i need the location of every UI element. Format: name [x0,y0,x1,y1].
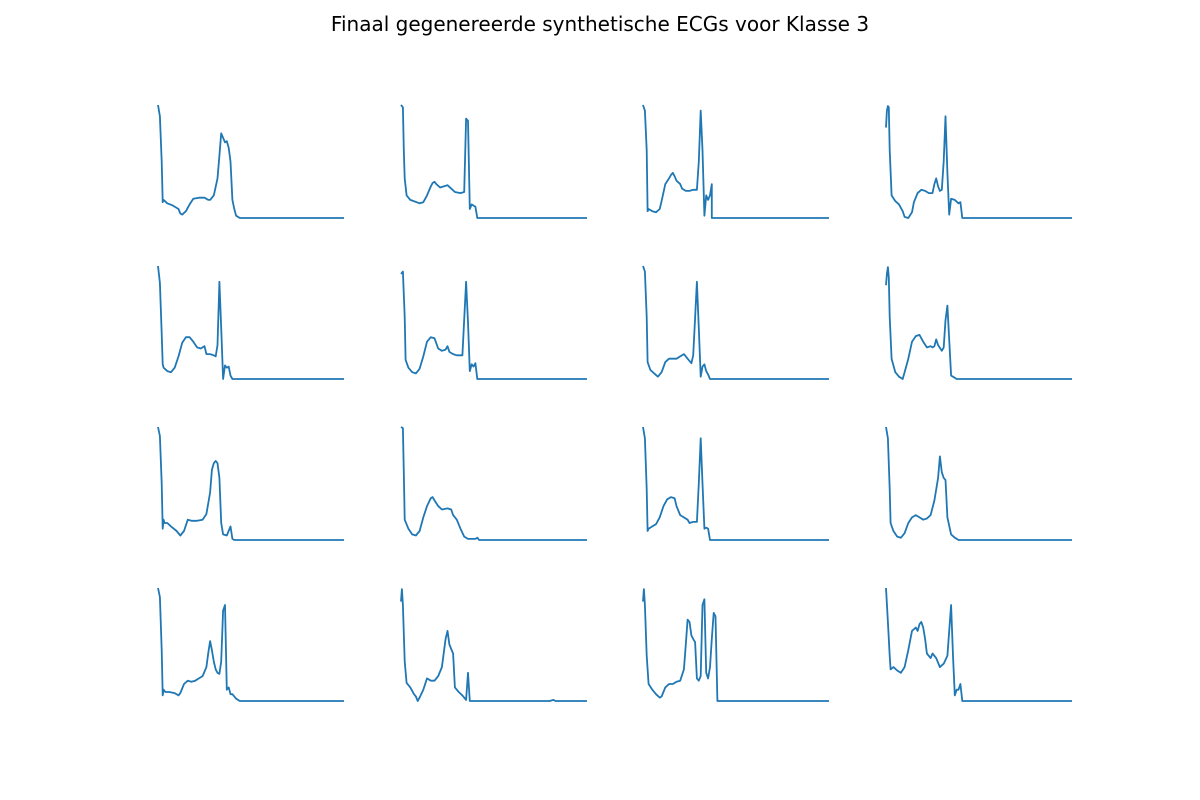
ecg-trace-line [157,104,344,219]
ecg-trace-line [885,105,1072,219]
ecg-trace-line [885,587,1072,702]
ecg-subplot-12 [885,426,1072,541]
ecg-trace-line [642,426,829,541]
ecg-subplot-7 [642,265,829,380]
ecg-trace-line [400,270,587,380]
ecg-trace-line [400,104,587,219]
ecg-subplot-8 [885,266,1072,380]
ecg-trace-line [642,588,829,702]
ecg-subplot-5 [157,265,344,380]
ecg-subplot-9 [157,426,344,541]
ecg-trace-line [400,588,587,702]
ecg-trace-line [157,426,344,541]
ecg-trace-line [400,426,587,541]
ecg-subplot-1 [157,104,344,219]
figure-title: Finaal gegenereerde synthetische ECGs vo… [330,12,870,36]
ecg-subplot-4 [885,105,1072,219]
ecg-subplot-13 [157,587,344,702]
ecg-trace-line [642,265,829,380]
ecg-trace-line [157,265,344,380]
ecg-subplot-15 [642,588,829,702]
ecg-trace-line [885,266,1072,380]
ecg-subplot-3 [642,104,829,219]
ecg-subplot-16 [885,587,1072,702]
ecg-subplot-6 [400,270,587,380]
ecg-subplot-2 [400,104,587,219]
ecg-trace-line [642,104,829,219]
ecg-subplot-11 [642,426,829,541]
ecg-subplot-10 [400,426,587,541]
ecg-trace-line [157,587,344,702]
ecg-trace-line [885,426,1072,541]
ecg-subplot-14 [400,588,587,702]
